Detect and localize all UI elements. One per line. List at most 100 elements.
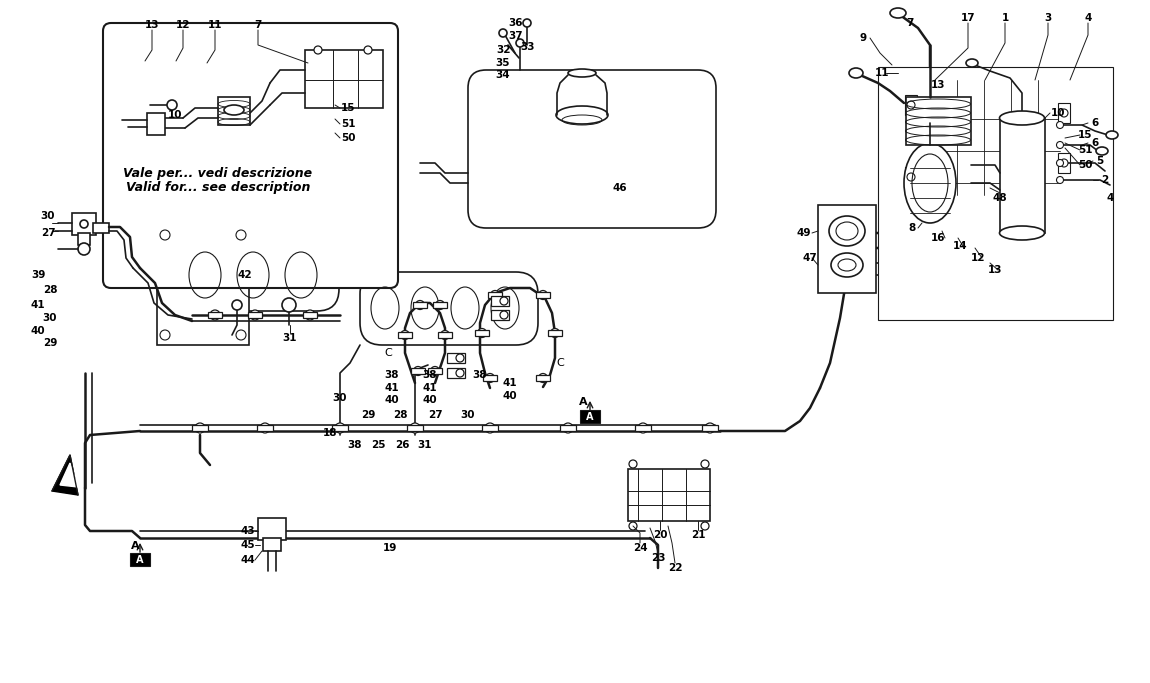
Text: 24: 24	[632, 543, 647, 553]
Circle shape	[457, 369, 463, 377]
Text: 31: 31	[417, 440, 432, 450]
Text: 11: 11	[875, 68, 889, 78]
Bar	[256, 425, 273, 431]
Text: 44: 44	[240, 555, 255, 565]
Text: 13: 13	[930, 80, 945, 90]
Circle shape	[1057, 176, 1064, 184]
Ellipse shape	[555, 106, 608, 124]
Circle shape	[196, 423, 205, 433]
Bar	[905, 167, 917, 187]
Text: 39: 39	[31, 270, 45, 280]
Text: 22: 22	[668, 563, 682, 573]
Text: 40: 40	[423, 395, 437, 405]
Bar	[915, 80, 1060, 195]
Circle shape	[491, 290, 499, 300]
Text: 38: 38	[347, 440, 362, 450]
Text: 21: 21	[691, 530, 705, 540]
Text: 38: 38	[473, 370, 488, 380]
Text: 12: 12	[971, 253, 986, 263]
Circle shape	[232, 300, 242, 310]
Circle shape	[638, 423, 647, 433]
Bar	[263, 538, 281, 551]
Ellipse shape	[831, 253, 862, 277]
Circle shape	[516, 39, 524, 47]
Text: 29: 29	[361, 410, 375, 420]
Text: 49: 49	[797, 228, 811, 238]
Text: 13: 13	[145, 20, 159, 30]
Bar	[702, 425, 718, 431]
Text: 12: 12	[176, 20, 190, 30]
Circle shape	[538, 374, 547, 382]
Text: 27: 27	[428, 410, 443, 420]
Circle shape	[335, 423, 345, 433]
Bar	[305, 50, 383, 108]
Ellipse shape	[966, 59, 978, 67]
Bar	[428, 368, 442, 374]
Ellipse shape	[1096, 147, 1107, 155]
Text: 41: 41	[31, 300, 45, 310]
Circle shape	[160, 330, 170, 340]
Text: 50: 50	[1078, 160, 1092, 170]
Text: 43: 43	[240, 526, 255, 536]
Text: 30: 30	[332, 393, 347, 403]
Bar	[536, 292, 550, 298]
Text: 41: 41	[423, 383, 437, 393]
Circle shape	[365, 46, 371, 54]
Circle shape	[702, 522, 710, 530]
Text: 7: 7	[906, 18, 914, 28]
Bar	[560, 425, 576, 431]
Bar	[332, 425, 348, 431]
Text: 38: 38	[423, 370, 437, 380]
Bar	[258, 518, 286, 540]
Text: 4: 4	[1106, 193, 1113, 203]
Text: 8: 8	[908, 223, 915, 233]
Bar	[491, 296, 509, 306]
Circle shape	[1057, 160, 1064, 167]
Bar	[1058, 103, 1070, 123]
Text: 6: 6	[1091, 138, 1098, 148]
Circle shape	[1060, 109, 1068, 117]
Text: 34: 34	[496, 70, 511, 80]
Text: 13: 13	[988, 265, 1003, 275]
Text: 41: 41	[503, 378, 518, 388]
Text: 3: 3	[1044, 13, 1051, 23]
Bar	[208, 312, 222, 318]
Ellipse shape	[1106, 131, 1118, 139]
Bar	[536, 375, 550, 381]
Text: 1: 1	[1002, 13, 1009, 23]
Text: 11: 11	[208, 20, 222, 30]
Circle shape	[523, 19, 531, 27]
Polygon shape	[52, 455, 78, 495]
Text: 48: 48	[992, 193, 1007, 203]
Bar	[549, 330, 562, 336]
Text: 10: 10	[168, 110, 182, 120]
FancyBboxPatch shape	[468, 70, 716, 228]
Circle shape	[457, 354, 463, 362]
Text: A: A	[586, 412, 593, 422]
Circle shape	[436, 301, 445, 309]
Text: 2: 2	[1102, 175, 1109, 185]
Text: 18: 18	[323, 428, 337, 438]
Circle shape	[430, 367, 439, 376]
Ellipse shape	[904, 143, 956, 223]
Circle shape	[538, 290, 547, 300]
Ellipse shape	[568, 69, 596, 77]
Text: 14: 14	[952, 241, 967, 251]
Text: 38: 38	[385, 370, 399, 380]
Circle shape	[236, 230, 246, 240]
Text: 40: 40	[31, 326, 45, 336]
Text: 47: 47	[803, 253, 818, 263]
Circle shape	[440, 331, 450, 339]
Bar	[413, 302, 427, 308]
Text: 40: 40	[503, 391, 518, 401]
Circle shape	[250, 310, 260, 320]
Circle shape	[400, 331, 409, 339]
Text: 17: 17	[960, 13, 975, 23]
Bar	[818, 205, 876, 293]
Text: 29: 29	[43, 338, 58, 348]
Bar	[906, 97, 971, 145]
Text: Vale per... vedi descrizione: Vale per... vedi descrizione	[123, 167, 313, 180]
Circle shape	[907, 173, 915, 181]
Text: 5: 5	[1096, 156, 1104, 166]
Bar	[447, 368, 465, 378]
